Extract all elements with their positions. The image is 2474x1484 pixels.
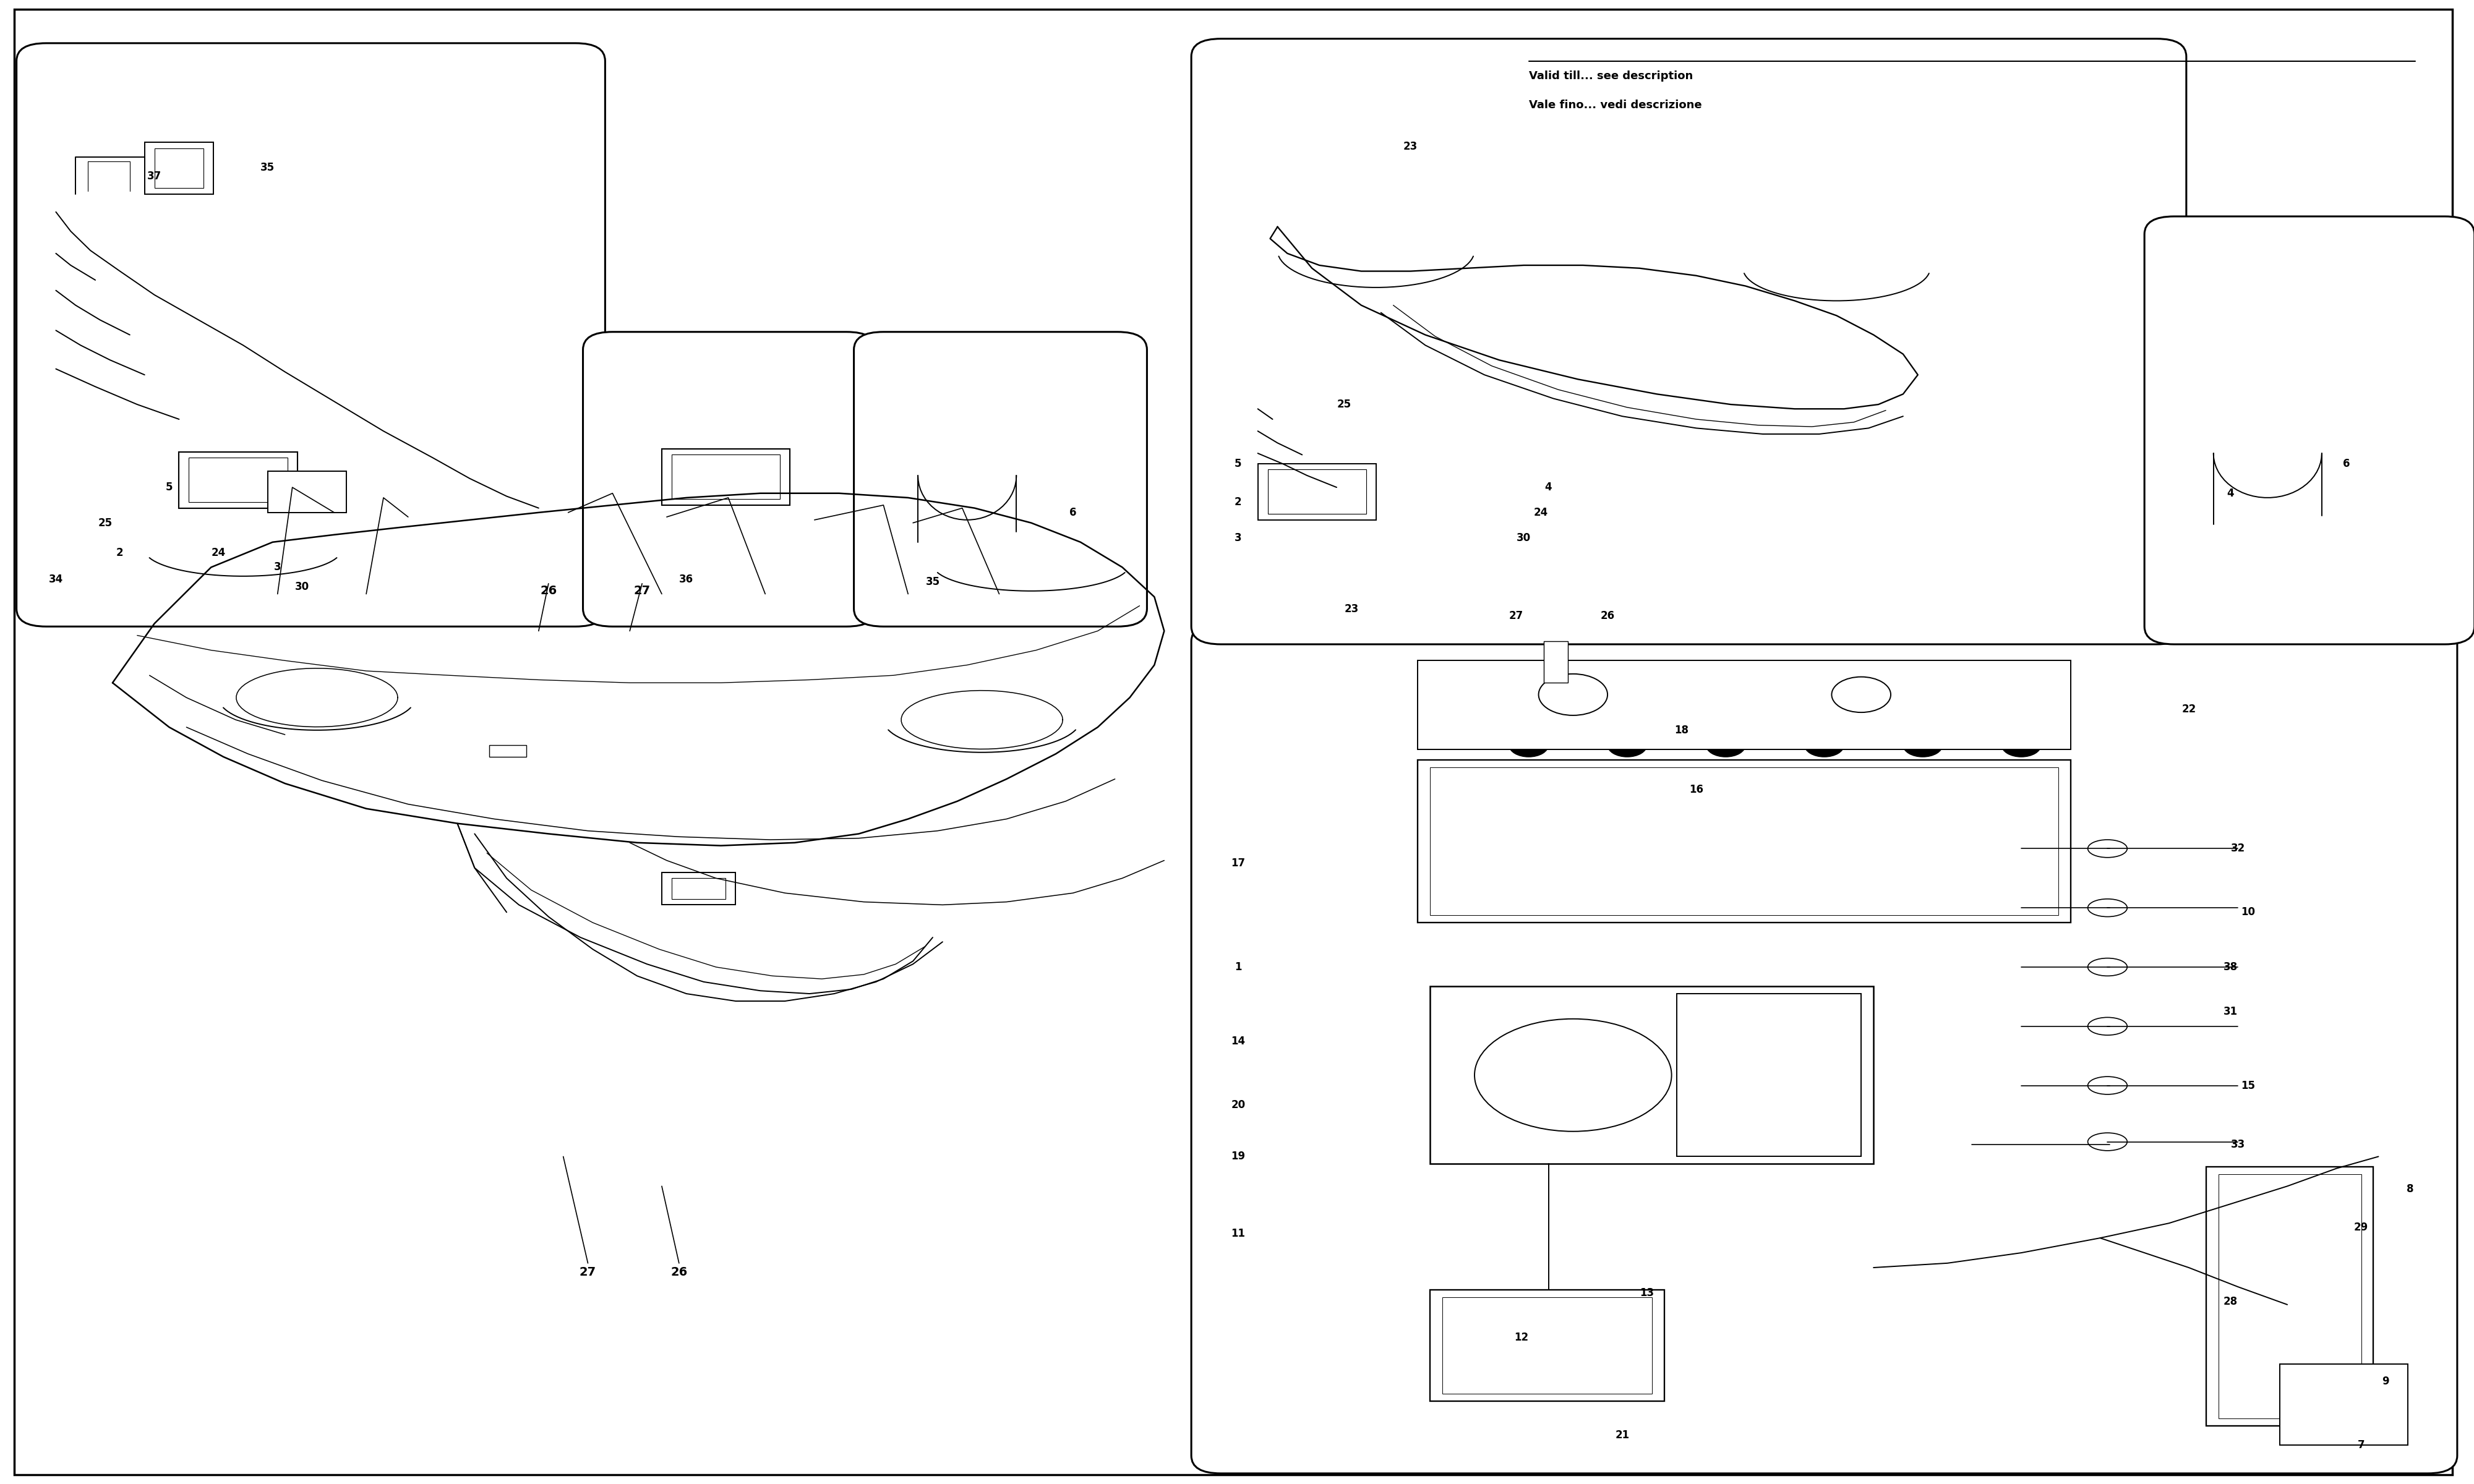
Text: 32: 32 xyxy=(2232,843,2246,855)
Text: 31: 31 xyxy=(2224,1006,2239,1017)
FancyBboxPatch shape xyxy=(584,332,876,626)
Bar xyxy=(1677,994,1860,1156)
Text: 26: 26 xyxy=(670,1266,688,1278)
Text: 24: 24 xyxy=(210,548,225,558)
Bar xyxy=(143,142,213,194)
Bar xyxy=(490,745,527,757)
Text: 28: 28 xyxy=(2224,1296,2239,1307)
Bar xyxy=(670,879,725,899)
FancyBboxPatch shape xyxy=(1192,39,2187,644)
Text: 1: 1 xyxy=(1235,962,1242,972)
Text: 21: 21 xyxy=(1616,1429,1630,1441)
Text: 4: 4 xyxy=(1544,482,1551,493)
Text: 34: 34 xyxy=(49,574,64,585)
Text: 25: 25 xyxy=(1336,399,1351,410)
Ellipse shape xyxy=(2001,733,2041,757)
Text: 20: 20 xyxy=(1232,1100,1244,1110)
Text: 10: 10 xyxy=(2241,907,2254,917)
Text: 15: 15 xyxy=(2241,1080,2254,1091)
Text: 3: 3 xyxy=(1235,533,1242,543)
Bar xyxy=(1257,463,1376,519)
Bar xyxy=(1544,641,1569,683)
Bar xyxy=(178,451,297,508)
Ellipse shape xyxy=(1608,733,1648,757)
Text: 25: 25 xyxy=(99,518,111,528)
Bar xyxy=(267,470,346,512)
Text: 3: 3 xyxy=(275,562,282,573)
Text: 26: 26 xyxy=(1601,610,1616,622)
Text: 9: 9 xyxy=(2382,1376,2390,1388)
Bar xyxy=(1430,987,1873,1163)
FancyBboxPatch shape xyxy=(854,332,1148,626)
Text: 26: 26 xyxy=(539,585,557,597)
Text: 24: 24 xyxy=(1534,508,1549,518)
Text: 11: 11 xyxy=(1232,1227,1244,1239)
Text: 30: 30 xyxy=(1517,533,1531,543)
Bar xyxy=(2281,1364,2407,1445)
Bar xyxy=(1430,1290,1665,1401)
Text: 16: 16 xyxy=(1690,784,1702,795)
Ellipse shape xyxy=(1804,733,1843,757)
Text: 5: 5 xyxy=(166,482,173,493)
Text: 8: 8 xyxy=(2407,1184,2415,1195)
FancyBboxPatch shape xyxy=(17,43,606,626)
Text: 12: 12 xyxy=(1514,1331,1529,1343)
Text: 23: 23 xyxy=(1343,603,1358,614)
Text: 37: 37 xyxy=(148,171,161,183)
Text: 27: 27 xyxy=(633,585,651,597)
Text: 7: 7 xyxy=(2358,1439,2365,1451)
Text: 29: 29 xyxy=(2353,1221,2368,1233)
Text: Vale fino... vedi descrizione: Vale fino... vedi descrizione xyxy=(1529,99,1702,111)
Text: 5: 5 xyxy=(1235,459,1242,469)
Ellipse shape xyxy=(1509,733,1549,757)
Text: 4: 4 xyxy=(2227,488,2234,499)
Ellipse shape xyxy=(1903,733,1942,757)
Text: 23: 23 xyxy=(1403,141,1418,153)
Bar xyxy=(670,454,779,499)
Text: 27: 27 xyxy=(579,1266,596,1278)
Text: 6: 6 xyxy=(2343,459,2350,469)
Bar xyxy=(188,457,287,502)
Text: 36: 36 xyxy=(680,574,693,585)
Text: 27: 27 xyxy=(1509,610,1524,622)
Text: 19: 19 xyxy=(1232,1152,1244,1162)
Text: 18: 18 xyxy=(1675,724,1690,736)
Ellipse shape xyxy=(1707,733,1747,757)
Text: 22: 22 xyxy=(2182,703,2197,715)
Text: 6: 6 xyxy=(1069,508,1076,518)
Text: 2: 2 xyxy=(1235,497,1242,508)
Bar xyxy=(2207,1166,2373,1426)
Text: Valid till... see description: Valid till... see description xyxy=(1529,70,1692,82)
Text: 13: 13 xyxy=(1640,1287,1655,1298)
FancyBboxPatch shape xyxy=(2145,217,2474,644)
Bar xyxy=(2219,1174,2360,1419)
Text: 2: 2 xyxy=(116,548,124,558)
Bar xyxy=(661,448,789,505)
Bar xyxy=(1418,760,2071,923)
FancyBboxPatch shape xyxy=(1192,623,2457,1474)
Bar xyxy=(1267,469,1366,513)
Text: 30: 30 xyxy=(294,580,309,592)
Text: 14: 14 xyxy=(1232,1036,1244,1046)
Text: 17: 17 xyxy=(1232,858,1244,870)
Bar xyxy=(661,873,735,905)
Bar xyxy=(1430,767,2058,916)
Text: 38: 38 xyxy=(2224,962,2239,972)
Text: 35: 35 xyxy=(260,162,275,174)
Bar xyxy=(1442,1297,1653,1393)
Bar xyxy=(1418,660,2071,749)
Text: 33: 33 xyxy=(2232,1140,2246,1150)
Bar xyxy=(153,148,203,188)
Text: 35: 35 xyxy=(925,576,940,588)
